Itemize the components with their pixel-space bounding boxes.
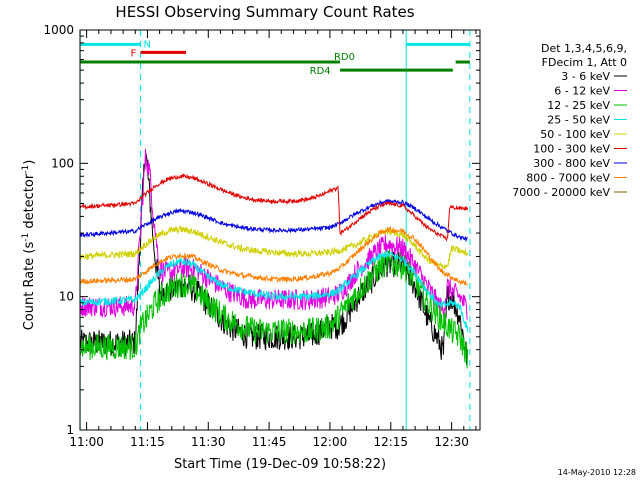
- legend-label: 800 - 7000 keV: [526, 172, 610, 185]
- x-tick-label: 11:00: [69, 435, 104, 449]
- axes: 1 10 100 1000 11:00 11:15 11:30 11:45 12:00 12:15…: [43, 23, 480, 449]
- x-tick-label: 11:45: [252, 435, 287, 449]
- flag-label: RD0: [334, 52, 355, 63]
- series-line: [79, 173, 469, 242]
- series-line: [79, 250, 469, 369]
- flag-label: F: [131, 48, 137, 59]
- y-tick-label: 10: [59, 290, 74, 304]
- chart-title: HESSI Observing Summary Count Rates: [115, 3, 414, 21]
- y-axis-label-mid: detector: [22, 173, 37, 233]
- legend-label: 50 - 100 keV: [540, 128, 610, 141]
- x-axis-label: Start Time (19-Dec-09 10:58:22): [174, 457, 386, 472]
- x-tick-label: 12:15: [373, 435, 408, 449]
- y-axis-label-sup2: -1: [21, 165, 31, 174]
- legend-label: 3 - 6 keV: [561, 70, 610, 83]
- x-tick-label: 11:30: [191, 435, 226, 449]
- series-line: [79, 198, 468, 243]
- series-line: [80, 225, 468, 286]
- series-line: [79, 224, 469, 270]
- y-axis-label-main: Count Rate (s: [22, 242, 37, 331]
- legend-label: 6 - 12 keV: [554, 85, 610, 98]
- y-tick-label: 100: [51, 156, 74, 170]
- legend-label: 100 - 300 keV: [533, 143, 610, 156]
- x-tick-label: 11:15: [130, 435, 165, 449]
- flag-label: N: [144, 39, 151, 50]
- flag-label: RD4: [310, 66, 331, 77]
- legend-label: 300 - 800 keV: [533, 157, 610, 170]
- y-tick-label: 1000: [43, 23, 74, 37]
- footer-timestamp: 14-May-2010 12:28: [558, 468, 636, 477]
- legend-header: FDecim 1, Att 0: [542, 56, 627, 69]
- series-line: [79, 148, 468, 320]
- legend: Det 1,3,4,5,6,9,FDecim 1, Att 03 - 6 keV…: [512, 42, 627, 199]
- plot-frame: [79, 29, 481, 431]
- series-group: [79, 148, 469, 369]
- x-tick-label: 12:00: [313, 435, 348, 449]
- series-line: [79, 250, 469, 332]
- legend-header: Det 1,3,4,5,6,9,: [541, 42, 627, 55]
- legend-label: 25 - 50 keV: [547, 114, 610, 127]
- y-tick-label: 1: [66, 423, 74, 437]
- legend-label: 12 - 25 keV: [547, 99, 610, 112]
- legend-label: 7000 - 20000 keV: [512, 186, 610, 199]
- y-axis-label-end: ): [22, 160, 37, 165]
- y-axis-label-sup1: -1: [21, 233, 31, 242]
- y-axis-label: Count Rate (s-1 detector-1): [21, 160, 37, 331]
- x-tick-label: 12:30: [434, 435, 469, 449]
